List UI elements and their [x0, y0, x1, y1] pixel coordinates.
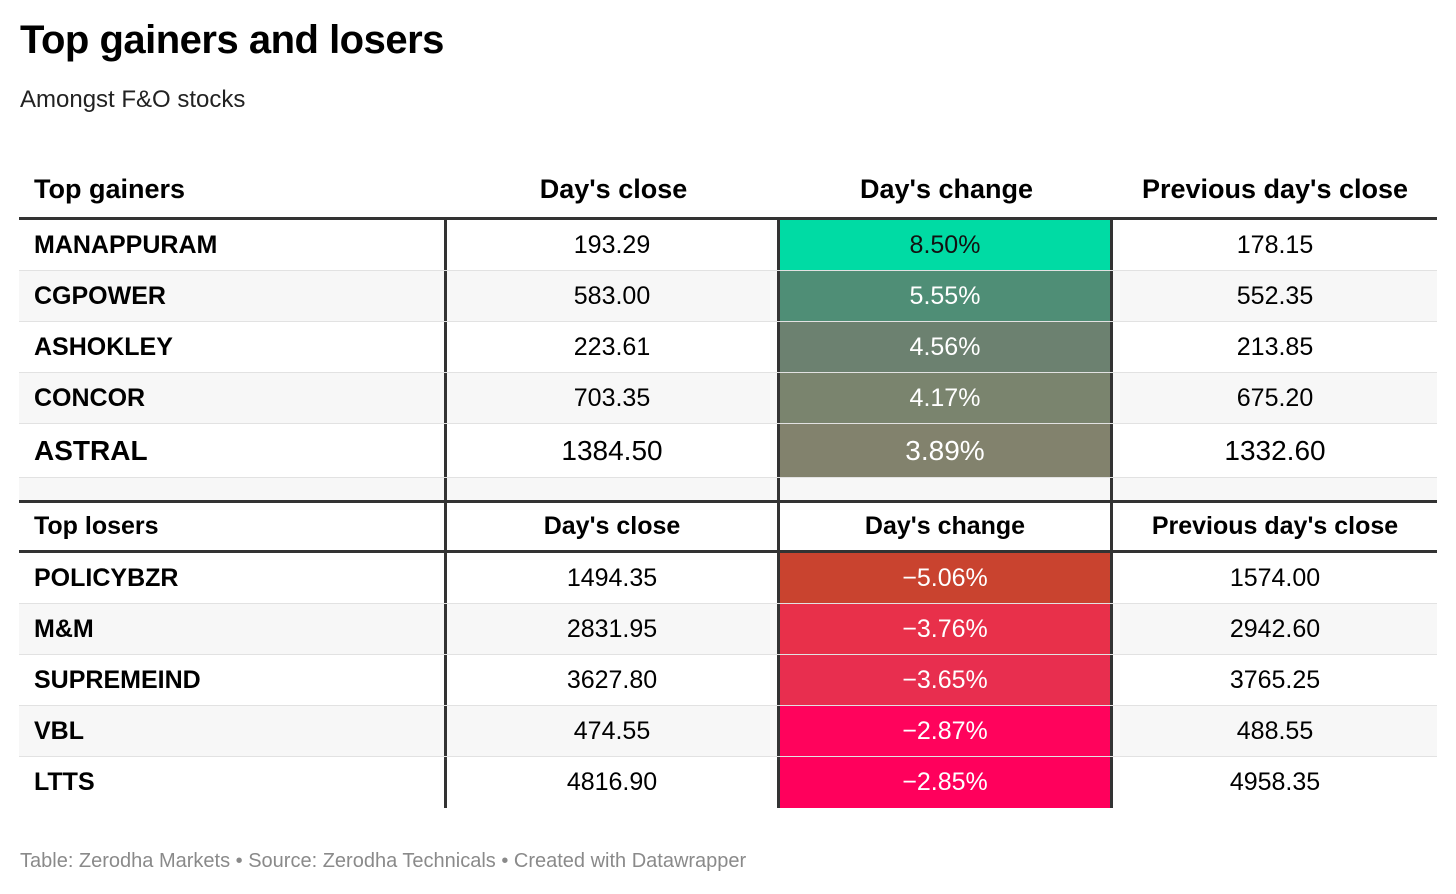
table-row: CGPOWER 583.00 5.55% 552.35	[19, 271, 1437, 322]
days-close-cell: 474.55	[447, 706, 780, 756]
days-change-cell: −3.65%	[780, 655, 1113, 705]
previous-close-cell: 4958.35	[1229, 768, 1321, 796]
stock-name-cell: ASHOKLEY	[19, 322, 447, 372]
days-change-cell: 4.17%	[780, 373, 1113, 423]
days-close-cell: 3627.80	[447, 655, 780, 705]
stock-name-cell: ASTRAL	[19, 424, 447, 477]
days-change-cell: −2.85%	[780, 757, 1113, 808]
header-days-change: Day's change	[860, 174, 1033, 204]
losers-body: POLICYBZR 1494.35 −5.06% 1574.00 M&M 2831.95−…	[19, 553, 1437, 808]
header-days-close: Day's close	[447, 503, 780, 550]
stock-name-cell: POLICYBZR	[19, 553, 447, 603]
losers-header-row: Top losers Day's close Day's change Prev…	[19, 500, 1437, 553]
table-row: M&M 2831.95 −3.76% 2942.60	[19, 604, 1437, 655]
header-days-change: Day's change	[780, 503, 1113, 550]
days-close-cell: 1494.35	[447, 553, 780, 603]
table-row: MANAPPURAM 193.29 8.50% 178.15	[19, 220, 1437, 271]
gainers-losers-table: Top gainers Day's close Day's change Pre…	[19, 162, 1437, 808]
table-spacer-row	[19, 478, 1437, 500]
source-footer: Table: Zerodha Markets • Source: Zerodha…	[20, 850, 747, 872]
page-title: Top gainers and losers	[20, 18, 444, 62]
header-previous-close: Previous day's close	[1151, 512, 1399, 540]
header-top-gainers: Top gainers	[34, 174, 186, 204]
days-close-cell: 703.35	[447, 373, 780, 423]
days-close-cell: 4816.90	[447, 757, 780, 808]
header-top-losers: Top losers	[19, 503, 447, 550]
table-row: LTTS 4816.90 −2.85% 4958.35	[19, 757, 1437, 808]
stock-name-cell: CGPOWER	[19, 271, 447, 321]
table-row: ASHOKLEY 223.61 4.56% 213.85	[19, 322, 1437, 373]
days-close-cell: 583.00	[447, 271, 780, 321]
table-row: POLICYBZR 1494.35 −5.06% 1574.00	[19, 553, 1437, 604]
days-close-cell: 2831.95	[447, 604, 780, 654]
previous-close-cell: 488.55	[1236, 716, 1314, 745]
days-change-cell: −5.06%	[780, 553, 1113, 603]
table-row: VBL 474.55 −2.87% 488.55	[19, 706, 1437, 757]
stock-name-cell: LTTS	[19, 757, 447, 808]
days-close-cell: 1384.50	[447, 424, 780, 477]
previous-close-cell: 552.35	[1236, 281, 1314, 310]
gainers-header-row: Top gainers Day's close Day's change Pre…	[19, 162, 1437, 220]
previous-close-cell: 213.85	[1236, 332, 1314, 361]
days-change-cell: −3.76%	[780, 604, 1113, 654]
page-subtitle: Amongst F&O stocks	[20, 86, 246, 113]
previous-close-cell: 178.15	[1236, 230, 1314, 259]
stock-name-cell: M&M	[19, 604, 447, 654]
days-change-cell: 3.89%	[780, 424, 1113, 477]
table-row: ASTRAL 1384.50 3.89% 1332.60	[19, 424, 1437, 478]
previous-close-cell: 1574.00	[1229, 563, 1321, 592]
previous-close-cell: 1332.60	[1224, 434, 1326, 466]
table-row: CONCOR 703.35 4.17% 675.20	[19, 373, 1437, 424]
header-previous-close: Previous day's close	[1141, 174, 1409, 204]
stock-name-cell: CONCOR	[19, 373, 447, 423]
previous-close-cell: 675.20	[1236, 383, 1314, 412]
days-change-cell: 4.56%	[780, 322, 1113, 372]
days-close-cell: 193.29	[447, 220, 780, 270]
days-close-cell: 223.61	[447, 322, 780, 372]
table-row: SUPREMEIND 3627.80 −3.65% 3765.25	[19, 655, 1437, 706]
gainers-body: MANAPPURAM 193.29 8.50% 178.15 CGPOWER 583.00…	[19, 220, 1437, 478]
stock-name-cell: VBL	[19, 706, 447, 756]
previous-close-cell: 3765.25	[1229, 665, 1321, 694]
header-days-close: Day's close	[539, 174, 688, 204]
days-change-cell: −2.87%	[780, 706, 1113, 756]
days-change-cell: 8.50%	[780, 220, 1113, 270]
previous-close-cell: 2942.60	[1229, 614, 1321, 643]
stock-name-cell: SUPREMEIND	[19, 655, 447, 705]
stock-name-cell: MANAPPURAM	[19, 220, 447, 270]
days-change-cell: 5.55%	[780, 271, 1113, 321]
